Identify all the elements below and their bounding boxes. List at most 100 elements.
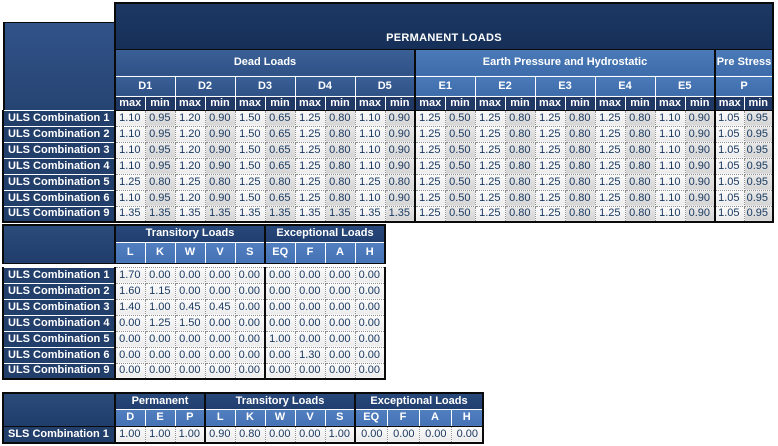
value-cell[interactable]: 0.00: [204, 314, 236, 332]
value-cell[interactable]: 1.25: [414, 109, 446, 127]
value-cell[interactable]: 1.25: [414, 141, 446, 159]
value-cell[interactable]: 1.25: [474, 157, 506, 175]
value-cell[interactable]: 1.25: [534, 173, 566, 191]
value-cell[interactable]: 0.00: [354, 314, 386, 332]
value-cell[interactable]: 1.25: [294, 125, 326, 143]
value-cell[interactable]: 0.00: [324, 314, 356, 332]
value-cell[interactable]: 0.00: [144, 330, 176, 348]
value-cell[interactable]: 0.80: [504, 173, 536, 191]
value-cell[interactable]: 0.00: [294, 266, 326, 284]
value-cell[interactable]: 0.80: [624, 157, 656, 175]
value-cell[interactable]: 0.45: [174, 298, 206, 316]
value-cell[interactable]: 0.95: [743, 157, 774, 175]
value-cell[interactable]: 1.10: [354, 125, 386, 143]
value-cell[interactable]: 1.35: [354, 205, 386, 223]
value-cell[interactable]: 1.35: [264, 205, 296, 223]
value-cell[interactable]: 0.00: [114, 362, 146, 380]
value-cell[interactable]: 1.00: [174, 425, 206, 444]
value-cell[interactable]: 0.80: [564, 157, 596, 175]
value-cell[interactable]: 1.25: [414, 173, 446, 191]
value-cell[interactable]: 0.00: [324, 266, 356, 284]
value-cell[interactable]: 0.00: [354, 330, 386, 348]
value-cell[interactable]: 0.80: [264, 173, 296, 191]
value-cell[interactable]: 1.15: [144, 282, 176, 300]
value-cell[interactable]: 1.10: [114, 141, 146, 159]
value-cell[interactable]: 0.00: [114, 346, 146, 364]
value-cell[interactable]: 1.10: [354, 109, 386, 127]
value-cell[interactable]: 0.80: [624, 141, 656, 159]
value-cell[interactable]: 0.00: [204, 330, 236, 348]
value-cell[interactable]: 0.65: [264, 125, 296, 143]
value-cell[interactable]: 0.80: [564, 109, 596, 127]
value-cell[interactable]: 1.25: [594, 141, 626, 159]
value-cell[interactable]: 1.35: [114, 205, 146, 223]
value-cell[interactable]: 1.10: [354, 189, 386, 207]
value-cell[interactable]: 1.25: [474, 205, 506, 223]
value-cell[interactable]: 1.05: [714, 109, 745, 127]
value-cell[interactable]: 0.00: [234, 346, 266, 364]
value-cell[interactable]: 1.25: [414, 189, 446, 207]
value-cell[interactable]: 0.00: [114, 330, 146, 348]
value-cell[interactable]: 0.90: [204, 109, 236, 127]
value-cell[interactable]: 0.80: [624, 109, 656, 127]
value-cell[interactable]: 0.80: [564, 189, 596, 207]
value-cell[interactable]: 0.00: [114, 314, 146, 332]
value-cell[interactable]: 1.35: [384, 205, 416, 223]
value-cell[interactable]: 1.25: [144, 314, 176, 332]
value-cell[interactable]: 1.35: [204, 205, 236, 223]
value-cell[interactable]: 0.00: [204, 346, 236, 364]
value-cell[interactable]: 0.95: [144, 109, 176, 127]
value-cell[interactable]: 0.50: [444, 125, 476, 143]
value-cell[interactable]: 1.35: [144, 205, 176, 223]
value-cell[interactable]: 0.80: [324, 189, 356, 207]
value-cell[interactable]: 1.10: [654, 125, 686, 143]
value-cell[interactable]: 0.80: [624, 205, 656, 223]
value-cell[interactable]: 0.00: [354, 346, 386, 364]
value-cell[interactable]: 1.35: [174, 205, 206, 223]
value-cell[interactable]: 0.00: [418, 425, 452, 444]
value-cell[interactable]: 1.10: [654, 173, 686, 191]
value-cell[interactable]: 0.95: [743, 205, 774, 223]
value-cell[interactable]: 0.80: [234, 425, 266, 444]
value-cell[interactable]: 1.50: [234, 141, 266, 159]
value-cell[interactable]: 0.00: [264, 425, 296, 444]
value-cell[interactable]: 0.00: [234, 266, 266, 284]
value-cell[interactable]: 0.80: [624, 125, 656, 143]
value-cell[interactable]: 0.00: [174, 346, 206, 364]
value-cell[interactable]: 1.00: [264, 330, 296, 348]
value-cell[interactable]: 1.10: [114, 125, 146, 143]
value-cell[interactable]: 0.90: [384, 141, 416, 159]
value-cell[interactable]: 0.00: [294, 298, 326, 316]
value-cell[interactable]: 0.00: [264, 298, 296, 316]
value-cell[interactable]: 1.35: [234, 205, 266, 223]
value-cell[interactable]: 0.80: [324, 125, 356, 143]
value-cell[interactable]: 0.00: [324, 362, 356, 380]
value-cell[interactable]: 0.95: [743, 189, 774, 207]
value-cell[interactable]: 1.25: [474, 141, 506, 159]
value-cell[interactable]: 0.95: [743, 125, 774, 143]
value-cell[interactable]: 0.80: [564, 173, 596, 191]
value-cell[interactable]: 0.00: [204, 362, 236, 380]
value-cell[interactable]: 0.00: [144, 266, 176, 284]
value-cell[interactable]: 0.80: [624, 173, 656, 191]
value-cell[interactable]: 0.95: [144, 189, 176, 207]
value-cell[interactable]: 0.90: [204, 425, 236, 444]
value-cell[interactable]: 0.65: [264, 141, 296, 159]
value-cell[interactable]: 0.00: [264, 266, 296, 284]
value-cell[interactable]: 0.80: [384, 173, 416, 191]
value-cell[interactable]: 1.20: [174, 141, 206, 159]
value-cell[interactable]: 0.80: [204, 173, 236, 191]
value-cell[interactable]: 0.00: [234, 362, 266, 380]
value-cell[interactable]: 1.00: [114, 425, 146, 444]
value-cell[interactable]: 1.25: [114, 173, 146, 191]
value-cell[interactable]: 1.25: [174, 173, 206, 191]
value-cell[interactable]: 0.45: [204, 298, 236, 316]
value-cell[interactable]: 0.50: [444, 173, 476, 191]
value-cell[interactable]: 1.10: [114, 109, 146, 127]
value-cell[interactable]: 1.05: [714, 173, 745, 191]
value-cell[interactable]: 1.20: [174, 157, 206, 175]
value-cell[interactable]: 0.80: [324, 157, 356, 175]
value-cell[interactable]: 1.05: [714, 157, 745, 175]
value-cell[interactable]: 0.00: [234, 282, 266, 300]
value-cell[interactable]: 1.40: [114, 298, 146, 316]
